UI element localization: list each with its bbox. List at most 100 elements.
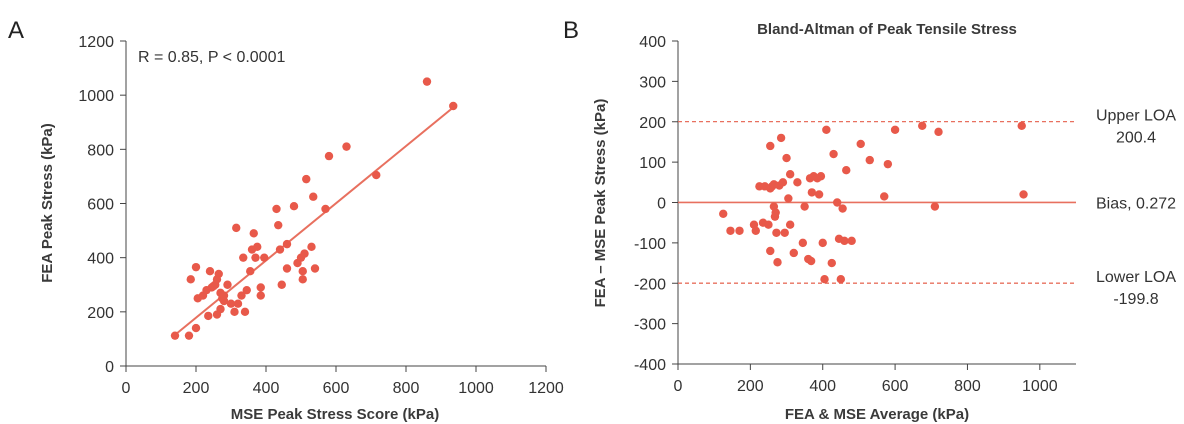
panel-a-data-point <box>275 245 285 254</box>
panel-a-data-point <box>214 269 223 279</box>
panel-a-y-tick-label: 1200 <box>78 34 114 51</box>
panel-b-y-tick-label: 400 <box>639 34 666 51</box>
panel-b-data-point <box>827 258 836 268</box>
panel-a-data-point <box>226 299 236 308</box>
panel-b-reference-label: Bias, 0.272 <box>1096 195 1176 212</box>
panel-a-data-point <box>230 307 239 317</box>
panel-b-data-point <box>918 121 927 130</box>
panel-b-data-point <box>772 228 781 237</box>
panel-b-data-point <box>773 258 782 267</box>
panel-a-data-point <box>256 291 265 300</box>
panel-a-data-point <box>302 174 311 184</box>
panel-a-y-tick-label: 600 <box>87 197 114 214</box>
panel-a-x-tick-label: 600 <box>323 380 350 397</box>
panel-a-data-point <box>249 229 258 238</box>
panel-b-y-tick-label: 300 <box>639 74 666 91</box>
panel-b-y-axis-title: FEA – MSE Peak Stress (kPa) <box>592 99 609 308</box>
panel-b-data-point <box>806 256 816 266</box>
panel-b-data-point <box>782 153 791 163</box>
panel-b-data-point <box>784 194 793 203</box>
panel-b-data-point <box>1019 190 1028 199</box>
panel-b-data-point <box>1017 121 1026 130</box>
panel-a-y-tick-label: 1000 <box>78 88 114 105</box>
scatter-panel-a: A 0 200 400 600 800 1000 1200 0 200 400 600 800 1000… <box>8 17 564 423</box>
panel-a-x-tick-label: 0 <box>122 380 131 397</box>
panel-b-data-point <box>865 155 874 165</box>
panel-b-data-point <box>838 204 847 213</box>
panel-a-data-point <box>253 242 262 252</box>
panel-b-reference-lines: Upper LOA 200.4 Bias, 0.272 Lower LOA -199.8 <box>678 108 1176 308</box>
panel-b-data-point <box>800 202 809 211</box>
panel-b-data-point <box>726 226 735 235</box>
panel-a-data-point <box>216 304 225 314</box>
panel-a-data-point <box>372 170 381 180</box>
panel-a-y-tick-label: 0 <box>105 359 114 376</box>
panel-b-data-point <box>816 172 826 181</box>
panel-a-x-tick-label: 200 <box>183 380 210 397</box>
panel-a-data-point <box>309 192 318 201</box>
panel-a-data-point <box>256 283 265 292</box>
panel-a-data-point <box>191 262 201 272</box>
panel-a-data-point <box>219 291 229 300</box>
panel-a-data-point <box>246 267 255 276</box>
panel-a-data-point <box>449 101 458 111</box>
panel-a-data-point <box>223 280 232 289</box>
panel-b-data-point <box>807 188 817 197</box>
panel-a-data-point <box>239 253 248 262</box>
panel-a-data-point <box>232 223 241 233</box>
panel-b-data-point <box>735 226 744 235</box>
panel-b-data-point <box>780 228 789 237</box>
panel-b-x-tick-label: 800 <box>954 378 981 395</box>
panel-b-y-tick-label: -100 <box>634 236 666 253</box>
panel-a-data-point <box>274 220 283 230</box>
panel-b-y-tick-label: -300 <box>634 317 666 334</box>
panel-a-axes: 0 200 400 600 800 1000 1200 0 200 400 600 800 1000 12… <box>78 34 563 397</box>
panel-b-data-point <box>890 125 900 135</box>
panel-a-data-point <box>233 299 243 308</box>
panel-b-data-point <box>766 246 775 256</box>
panel-b-title: Bland-Altman of Peak Tensile Stress <box>757 21 1017 38</box>
panel-a-data-point <box>184 331 194 340</box>
panel-b-x-tick-label: 600 <box>882 378 909 395</box>
panel-a-y-tick-label: 400 <box>87 251 114 268</box>
panel-a-data-point <box>300 249 309 258</box>
panel-b-data-point <box>789 248 798 258</box>
panel-a-x-tick-label: 1000 <box>458 380 494 397</box>
panel-a-x-axis-title: MSE Peak Stress Score (kPa) <box>231 406 439 423</box>
panel-b-x-axis-title: FEA & MSE Average (kPa) <box>785 406 969 423</box>
panel-b-data-point <box>776 133 786 143</box>
panel-a-x-tick-label: 1200 <box>528 380 564 397</box>
panel-b-data-point <box>930 202 940 211</box>
panel-a-data-point <box>277 280 286 289</box>
panel-b-data-point <box>785 170 795 179</box>
panel-b-x-tick-label: 0 <box>674 378 683 395</box>
panel-a-data-point <box>324 151 334 161</box>
panel-b-data-point <box>836 275 846 284</box>
panel-b-data-point <box>814 190 824 199</box>
panel-a-data-point <box>204 311 213 321</box>
panel-b-data-point <box>822 125 831 135</box>
panel-a-data-point <box>298 275 307 284</box>
panel-b-data-point <box>771 208 780 217</box>
panel-b-data-point <box>847 236 856 246</box>
panel-b-reference-label: Lower LOA <box>1096 269 1176 286</box>
panel-a-x-tick-label: 400 <box>253 380 280 397</box>
panel-a-data-point <box>205 267 215 276</box>
panel-a-regression-line <box>174 105 456 336</box>
panel-b-letter: B <box>563 17 579 44</box>
panel-a-correlation-annotation: R = 0.85, P < 0.0001 <box>138 49 285 66</box>
panel-a-data-point <box>342 142 351 151</box>
panel-a-data-point <box>321 204 330 214</box>
panel-a-data-point <box>260 253 269 262</box>
panel-a-data-point <box>240 307 250 317</box>
panel-b-y-tick-label: 0 <box>657 196 666 213</box>
panel-b-y-tick-label: 200 <box>639 115 666 132</box>
panel-a-data-point <box>272 204 281 214</box>
panel-b-data-point <box>719 209 728 219</box>
panel-b-data-point <box>764 220 773 229</box>
panel-b-data-point <box>856 139 865 149</box>
panel-a-points <box>170 77 458 340</box>
panel-b-x-tick-label: 200 <box>737 378 764 395</box>
panel-b-data-point <box>820 275 829 284</box>
